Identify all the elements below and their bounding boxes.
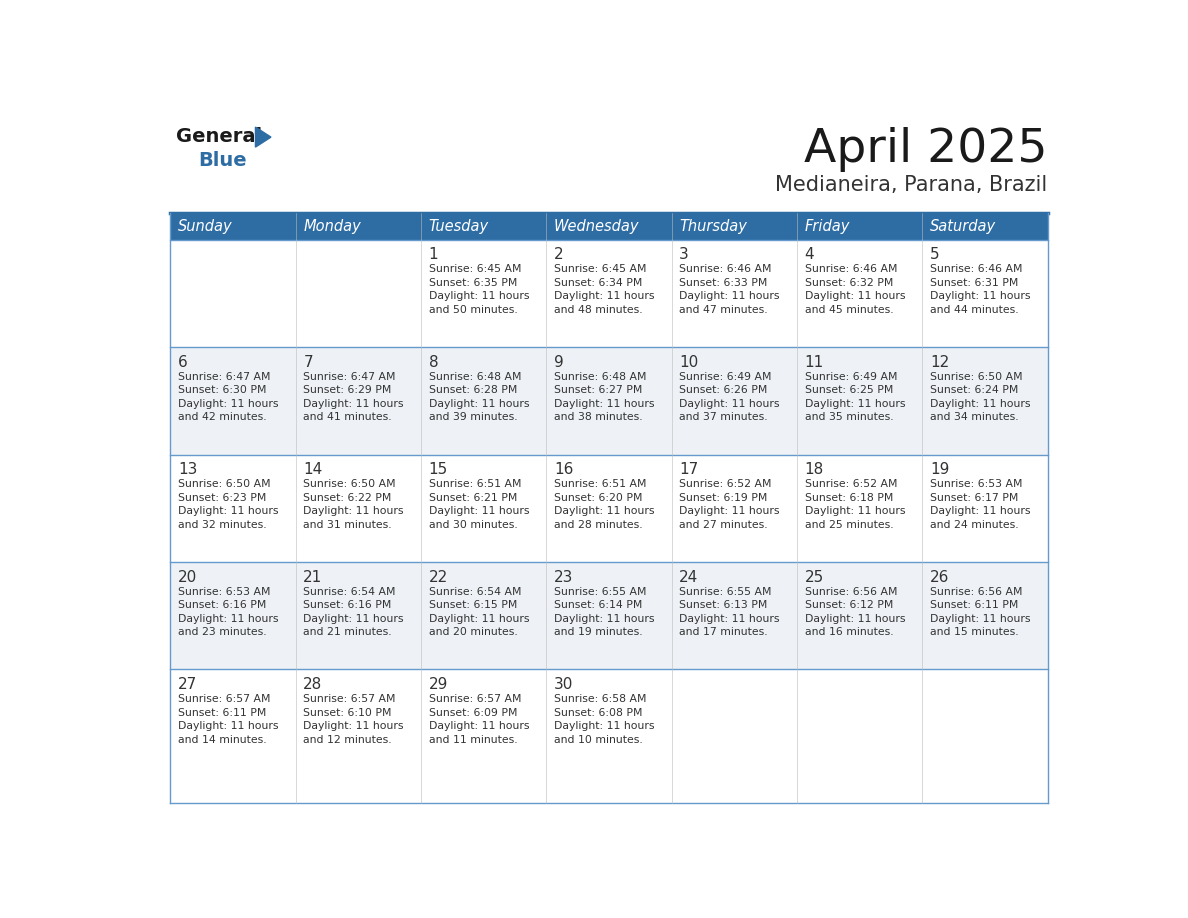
Text: 30: 30 xyxy=(554,677,574,692)
Bar xyxy=(922,213,1048,240)
Text: 17: 17 xyxy=(680,462,699,477)
Text: Sunrise: 6:47 AM
Sunset: 6:30 PM
Daylight: 11 hours
and 42 minutes.: Sunrise: 6:47 AM Sunset: 6:30 PM Dayligh… xyxy=(178,372,278,422)
Text: Sunrise: 6:48 AM
Sunset: 6:28 PM
Daylight: 11 hours
and 39 minutes.: Sunrise: 6:48 AM Sunset: 6:28 PM Dayligh… xyxy=(429,372,529,422)
Text: Sunrise: 6:49 AM
Sunset: 6:26 PM
Daylight: 11 hours
and 37 minutes.: Sunrise: 6:49 AM Sunset: 6:26 PM Dayligh… xyxy=(680,372,779,422)
Text: 28: 28 xyxy=(303,677,322,692)
Text: 3: 3 xyxy=(680,247,689,263)
Text: Sunrise: 6:49 AM
Sunset: 6:25 PM
Daylight: 11 hours
and 35 minutes.: Sunrise: 6:49 AM Sunset: 6:25 PM Dayligh… xyxy=(804,372,905,422)
Text: Sunrise: 6:54 AM
Sunset: 6:16 PM
Daylight: 11 hours
and 21 minutes.: Sunrise: 6:54 AM Sunset: 6:16 PM Dayligh… xyxy=(303,587,404,637)
Text: Tuesday: Tuesday xyxy=(429,218,488,234)
Bar xyxy=(170,347,1048,454)
Text: 22: 22 xyxy=(429,570,448,585)
Bar xyxy=(170,562,1048,669)
Text: 24: 24 xyxy=(680,570,699,585)
Text: Sunrise: 6:54 AM
Sunset: 6:15 PM
Daylight: 11 hours
and 20 minutes.: Sunrise: 6:54 AM Sunset: 6:15 PM Dayligh… xyxy=(429,587,529,637)
Text: 20: 20 xyxy=(178,570,197,585)
Text: 29: 29 xyxy=(429,677,448,692)
Text: Blue: Blue xyxy=(198,151,247,170)
Text: 6: 6 xyxy=(178,354,188,370)
Bar xyxy=(421,213,546,240)
Text: 9: 9 xyxy=(554,354,563,370)
Text: Sunrise: 6:57 AM
Sunset: 6:09 PM
Daylight: 11 hours
and 11 minutes.: Sunrise: 6:57 AM Sunset: 6:09 PM Dayligh… xyxy=(429,694,529,744)
Text: Sunrise: 6:46 AM
Sunset: 6:32 PM
Daylight: 11 hours
and 45 minutes.: Sunrise: 6:46 AM Sunset: 6:32 PM Dayligh… xyxy=(804,264,905,315)
Polygon shape xyxy=(255,127,271,147)
Text: 10: 10 xyxy=(680,354,699,370)
Text: Sunrise: 6:57 AM
Sunset: 6:10 PM
Daylight: 11 hours
and 12 minutes.: Sunrise: 6:57 AM Sunset: 6:10 PM Dayligh… xyxy=(303,694,404,744)
Bar xyxy=(546,213,671,240)
Text: 27: 27 xyxy=(178,677,197,692)
Text: Sunrise: 6:45 AM
Sunset: 6:34 PM
Daylight: 11 hours
and 48 minutes.: Sunrise: 6:45 AM Sunset: 6:34 PM Dayligh… xyxy=(554,264,655,315)
Text: 26: 26 xyxy=(930,570,949,585)
Text: Sunrise: 6:45 AM
Sunset: 6:35 PM
Daylight: 11 hours
and 50 minutes.: Sunrise: 6:45 AM Sunset: 6:35 PM Dayligh… xyxy=(429,264,529,315)
Text: Saturday: Saturday xyxy=(930,218,996,234)
Text: 15: 15 xyxy=(429,462,448,477)
Text: Sunrise: 6:56 AM
Sunset: 6:12 PM
Daylight: 11 hours
and 16 minutes.: Sunrise: 6:56 AM Sunset: 6:12 PM Dayligh… xyxy=(804,587,905,637)
Text: 13: 13 xyxy=(178,462,197,477)
Text: 11: 11 xyxy=(804,354,823,370)
Text: Sunrise: 6:50 AM
Sunset: 6:24 PM
Daylight: 11 hours
and 34 minutes.: Sunrise: 6:50 AM Sunset: 6:24 PM Dayligh… xyxy=(930,372,1030,422)
Text: Medianeira, Parana, Brazil: Medianeira, Parana, Brazil xyxy=(776,174,1048,195)
Text: Sunrise: 6:50 AM
Sunset: 6:23 PM
Daylight: 11 hours
and 32 minutes.: Sunrise: 6:50 AM Sunset: 6:23 PM Dayligh… xyxy=(178,479,278,530)
Text: 18: 18 xyxy=(804,462,823,477)
Text: 4: 4 xyxy=(804,247,814,263)
Text: 19: 19 xyxy=(930,462,949,477)
Text: 1: 1 xyxy=(429,247,438,263)
Text: 14: 14 xyxy=(303,462,322,477)
Text: Sunrise: 6:55 AM
Sunset: 6:14 PM
Daylight: 11 hours
and 19 minutes.: Sunrise: 6:55 AM Sunset: 6:14 PM Dayligh… xyxy=(554,587,655,637)
Text: 2: 2 xyxy=(554,247,563,263)
Text: Sunrise: 6:46 AM
Sunset: 6:31 PM
Daylight: 11 hours
and 44 minutes.: Sunrise: 6:46 AM Sunset: 6:31 PM Dayligh… xyxy=(930,264,1030,315)
Text: 5: 5 xyxy=(930,247,940,263)
Text: 8: 8 xyxy=(429,354,438,370)
Text: Monday: Monday xyxy=(303,218,361,234)
Bar xyxy=(170,240,1048,347)
Text: Sunrise: 6:53 AM
Sunset: 6:16 PM
Daylight: 11 hours
and 23 minutes.: Sunrise: 6:53 AM Sunset: 6:16 PM Dayligh… xyxy=(178,587,278,637)
Bar xyxy=(170,454,1048,562)
Text: Sunday: Sunday xyxy=(178,218,233,234)
Text: Sunrise: 6:47 AM
Sunset: 6:29 PM
Daylight: 11 hours
and 41 minutes.: Sunrise: 6:47 AM Sunset: 6:29 PM Dayligh… xyxy=(303,372,404,422)
Text: General: General xyxy=(176,127,263,146)
Text: Sunrise: 6:56 AM
Sunset: 6:11 PM
Daylight: 11 hours
and 15 minutes.: Sunrise: 6:56 AM Sunset: 6:11 PM Dayligh… xyxy=(930,587,1030,637)
Text: Sunrise: 6:58 AM
Sunset: 6:08 PM
Daylight: 11 hours
and 10 minutes.: Sunrise: 6:58 AM Sunset: 6:08 PM Dayligh… xyxy=(554,694,655,744)
Text: Sunrise: 6:53 AM
Sunset: 6:17 PM
Daylight: 11 hours
and 24 minutes.: Sunrise: 6:53 AM Sunset: 6:17 PM Dayligh… xyxy=(930,479,1030,530)
Text: Wednesday: Wednesday xyxy=(554,218,639,234)
Text: Sunrise: 6:52 AM
Sunset: 6:19 PM
Daylight: 11 hours
and 27 minutes.: Sunrise: 6:52 AM Sunset: 6:19 PM Dayligh… xyxy=(680,479,779,530)
Text: Sunrise: 6:50 AM
Sunset: 6:22 PM
Daylight: 11 hours
and 31 minutes.: Sunrise: 6:50 AM Sunset: 6:22 PM Dayligh… xyxy=(303,479,404,530)
Text: Friday: Friday xyxy=(804,218,849,234)
Text: Sunrise: 6:48 AM
Sunset: 6:27 PM
Daylight: 11 hours
and 38 minutes.: Sunrise: 6:48 AM Sunset: 6:27 PM Dayligh… xyxy=(554,372,655,422)
Text: Sunrise: 6:57 AM
Sunset: 6:11 PM
Daylight: 11 hours
and 14 minutes.: Sunrise: 6:57 AM Sunset: 6:11 PM Dayligh… xyxy=(178,694,278,744)
Text: 21: 21 xyxy=(303,570,322,585)
Text: Sunrise: 6:51 AM
Sunset: 6:21 PM
Daylight: 11 hours
and 30 minutes.: Sunrise: 6:51 AM Sunset: 6:21 PM Dayligh… xyxy=(429,479,529,530)
Text: 16: 16 xyxy=(554,462,574,477)
Bar xyxy=(296,213,421,240)
Text: 12: 12 xyxy=(930,354,949,370)
Text: 25: 25 xyxy=(804,570,823,585)
Bar xyxy=(671,213,797,240)
Text: Sunrise: 6:52 AM
Sunset: 6:18 PM
Daylight: 11 hours
and 25 minutes.: Sunrise: 6:52 AM Sunset: 6:18 PM Dayligh… xyxy=(804,479,905,530)
Text: 7: 7 xyxy=(303,354,312,370)
Text: 23: 23 xyxy=(554,570,574,585)
Text: Thursday: Thursday xyxy=(680,218,747,234)
Bar xyxy=(170,669,1048,777)
Bar xyxy=(797,213,922,240)
Text: Sunrise: 6:55 AM
Sunset: 6:13 PM
Daylight: 11 hours
and 17 minutes.: Sunrise: 6:55 AM Sunset: 6:13 PM Dayligh… xyxy=(680,587,779,637)
Text: Sunrise: 6:46 AM
Sunset: 6:33 PM
Daylight: 11 hours
and 47 minutes.: Sunrise: 6:46 AM Sunset: 6:33 PM Dayligh… xyxy=(680,264,779,315)
Text: Sunrise: 6:51 AM
Sunset: 6:20 PM
Daylight: 11 hours
and 28 minutes.: Sunrise: 6:51 AM Sunset: 6:20 PM Dayligh… xyxy=(554,479,655,530)
Text: April 2025: April 2025 xyxy=(804,127,1048,172)
Bar xyxy=(170,213,296,240)
